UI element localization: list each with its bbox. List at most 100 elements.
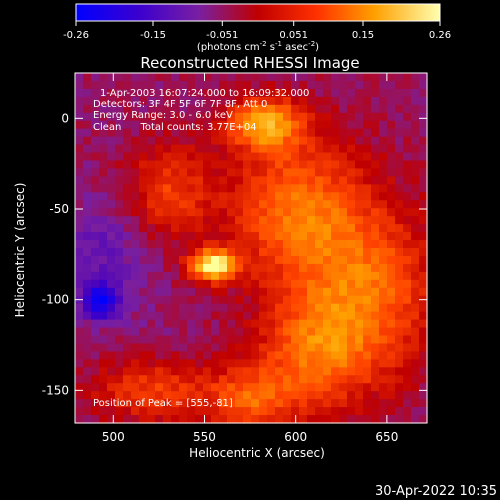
heatmap-cell [187, 279, 196, 289]
heatmap-cell [331, 343, 340, 353]
heatmap-cell [379, 120, 388, 130]
heatmap-cell [299, 383, 308, 392]
heatmap-cell [347, 271, 356, 281]
heatmap-cell [339, 311, 348, 321]
heatmap-cell [91, 80, 100, 90]
heatmap-cell [299, 168, 308, 178]
heatmap-cell [363, 224, 372, 233]
heatmap-cell [267, 399, 276, 408]
heatmap-cell [379, 343, 388, 353]
heatmap-cell [75, 279, 84, 289]
heatmap-cell [91, 359, 100, 368]
heatmap-cell [283, 104, 292, 114]
heatmap-cell [395, 168, 404, 178]
heatmap-cell [163, 375, 172, 384]
heatmap-cell [267, 255, 276, 265]
heatmap-cell [243, 208, 252, 217]
heatmap-cell [219, 335, 228, 345]
heatmap-cell [267, 383, 276, 392]
heatmap-cell [291, 248, 300, 257]
heatmap-cell [235, 80, 244, 90]
heatmap-cell [227, 192, 236, 201]
heatmap-cell [75, 248, 84, 257]
heatmap-cell [331, 399, 340, 408]
heatmap-cell [147, 407, 156, 416]
heatmap-cell [243, 216, 252, 225]
heatmap-cell [419, 383, 428, 392]
heatmap-cell [195, 152, 204, 162]
heatmap-cell [275, 399, 284, 408]
heatmap-cell [307, 73, 316, 82]
heatmap-cell [227, 295, 236, 305]
heatmap-cell [75, 271, 84, 281]
heatmap-cell [387, 407, 396, 416]
heatmap-cell [171, 152, 180, 162]
heatmap-cell [187, 120, 196, 130]
heatmap-cell [395, 232, 404, 241]
heatmap-cell [99, 192, 108, 201]
heatmap-cell [243, 311, 252, 321]
heatmap-cell [155, 144, 164, 154]
heatmap-cell [331, 295, 340, 305]
heatmap-cell [371, 136, 380, 146]
heatmap-cell [251, 407, 260, 416]
heatmap-cell [227, 351, 236, 360]
heatmap-cell [75, 383, 84, 392]
heatmap-cell [339, 120, 348, 130]
heatmap-cell [395, 391, 404, 400]
heatmap-cell [227, 136, 236, 146]
heatmap-cell [339, 240, 348, 249]
heatmap-cell [107, 240, 116, 249]
heatmap-cell [163, 73, 172, 82]
heatmap-cell [395, 208, 404, 217]
heatmap-cell [179, 80, 188, 90]
heatmap-cell [139, 168, 148, 178]
heatmap-cell [115, 120, 124, 130]
heatmap-cell [363, 176, 372, 185]
heatmap-cell [163, 383, 172, 392]
heatmap-cell [267, 208, 276, 217]
heatmap-cell [379, 303, 388, 313]
heatmap-cell [403, 351, 412, 360]
heatmap-cell [339, 152, 348, 162]
heatmap-cell [315, 112, 324, 122]
heatmap-cell [339, 208, 348, 217]
heatmap-cell [395, 375, 404, 384]
heatmap-cell [163, 303, 172, 313]
heatmap-cell [315, 399, 324, 408]
heatmap-cell [75, 128, 84, 138]
heatmap-cell [395, 144, 404, 154]
heatmap-cell [371, 144, 380, 154]
heatmap-cell [123, 391, 132, 400]
heatmap-cell [291, 240, 300, 249]
heatmap-cell [107, 399, 116, 408]
heatmap-cell [227, 80, 236, 90]
heatmap-cell [331, 192, 340, 201]
heatmap-cell [403, 287, 412, 297]
heatmap-cell [331, 144, 340, 154]
heatmap-cell [347, 208, 356, 217]
heatmap-cell [131, 311, 140, 321]
heatmap-cell [179, 192, 188, 201]
heatmap-cell [339, 144, 348, 154]
heatmap-cell [387, 232, 396, 241]
heatmap-cell [419, 112, 428, 122]
heatmap-cell [363, 120, 372, 130]
heatmap-cell [339, 287, 348, 297]
heatmap-cell [243, 343, 252, 353]
heatmap-cell [83, 367, 92, 376]
heatmap-cell [107, 263, 116, 273]
heatmap-cell [267, 73, 276, 82]
heatmap-cell [83, 295, 92, 305]
heatmap-cell [251, 343, 260, 353]
heatmap-cell [83, 271, 92, 281]
heatmap-cell [339, 279, 348, 289]
heatmap-cell [163, 216, 172, 225]
heatmap-cell [283, 232, 292, 241]
heatmap-cell [139, 271, 148, 281]
heatmap-cell [331, 263, 340, 273]
heatmap-cell [355, 367, 364, 376]
heatmap-cell [211, 208, 220, 217]
heatmap-cell [83, 407, 92, 416]
heatmap-cell [227, 232, 236, 241]
